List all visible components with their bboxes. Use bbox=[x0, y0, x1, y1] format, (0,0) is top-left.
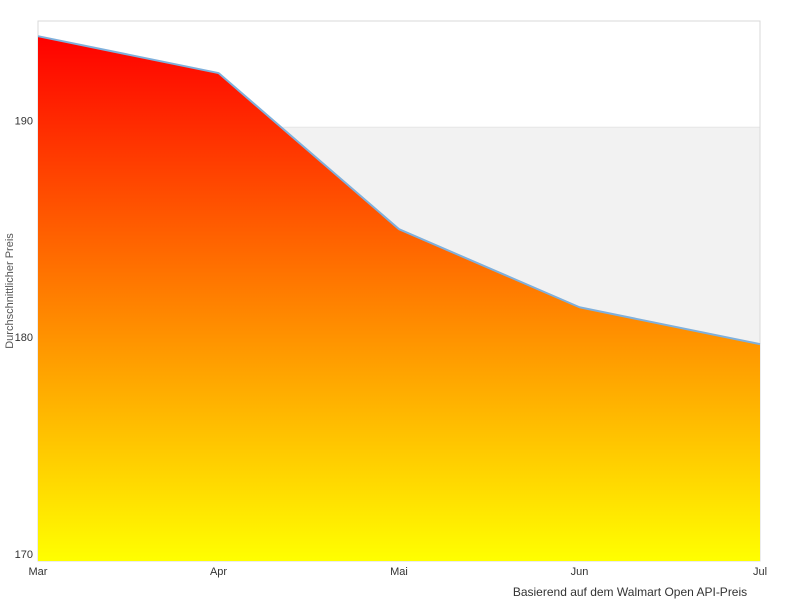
y-axis-title: Durchschnittlicher Preis bbox=[4, 233, 16, 349]
price-area-series bbox=[37, 35, 761, 561]
chart-caption: Basierend auf dem Walmart Open API-Preis bbox=[513, 585, 747, 599]
y-tick-label-180: 180 bbox=[15, 332, 33, 344]
y-tick-label-170: 170 bbox=[15, 549, 33, 561]
x-tick-label-Mai: Mai bbox=[390, 566, 408, 578]
area-fill bbox=[38, 36, 760, 561]
y-tick-label-190: 190 bbox=[15, 115, 33, 127]
x-tick-label-Mar: Mar bbox=[29, 566, 48, 578]
x-axis-tick-labels: Mar Apr Mai Jun Jul bbox=[29, 566, 768, 578]
price-line bbox=[37, 35, 761, 346]
x-tick-label-Apr: Apr bbox=[210, 566, 227, 578]
x-tick-label-Jul: Jul bbox=[753, 566, 767, 578]
y-axis-tick-labels: 170 180 190 bbox=[15, 115, 33, 561]
x-tick-label-Jun: Jun bbox=[571, 566, 589, 578]
